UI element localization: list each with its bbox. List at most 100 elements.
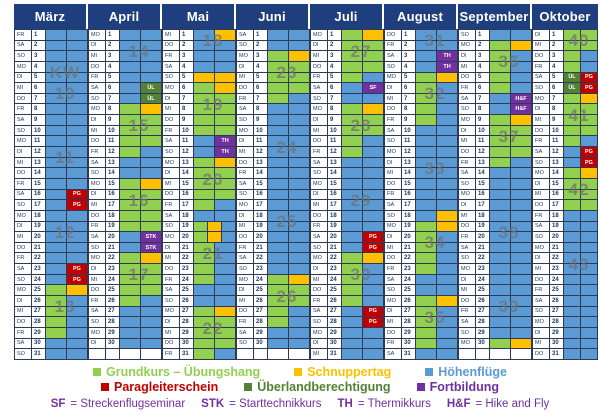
day-courses — [342, 168, 384, 179]
weekday-label: FR — [89, 72, 106, 84]
weekday-label: FR — [533, 210, 550, 222]
day-number: 3 — [180, 51, 194, 62]
course-cell-hoehenfluege — [416, 200, 436, 210]
course-cell-grundkurs — [564, 104, 580, 115]
day-courses — [194, 168, 236, 179]
course-cell-paragleiterschein: PG — [66, 189, 87, 200]
day-number: 19 — [550, 221, 564, 233]
day-number: 22 — [180, 253, 194, 265]
month-title: August — [384, 4, 458, 29]
day-number: 29 — [254, 327, 268, 339]
day-number: 16 — [476, 189, 490, 201]
day-courses — [490, 125, 532, 137]
weekday-label: SA — [15, 338, 32, 350]
day-courses — [416, 136, 458, 148]
course-cell-grundkurs — [120, 125, 140, 136]
day-courses — [490, 83, 532, 94]
day-courses — [342, 200, 384, 211]
course-cell-hoehenfluege — [66, 147, 87, 157]
legend-abbreviation-th: TH = Thermikkurs — [338, 397, 431, 412]
day-courses: PG — [342, 306, 384, 318]
day-courses: PG — [46, 274, 88, 286]
course-cell-grundkurs — [416, 232, 436, 242]
course-cell-hoehenfluege — [564, 264, 580, 274]
course-cell-hoehenfluege — [288, 327, 309, 338]
weekday-label: SO — [89, 168, 106, 179]
day-courses — [564, 200, 598, 211]
day-courses — [194, 40, 236, 52]
day-number: 21 — [254, 242, 268, 254]
day-number: 22 — [254, 253, 268, 265]
day-courses — [268, 51, 310, 62]
course-cell-grundkurs — [362, 61, 383, 72]
weekday-label: SO — [89, 242, 106, 254]
course-cell-grundkurs — [490, 83, 510, 93]
weekday-label: MO — [15, 136, 32, 148]
weekday-label: FR — [15, 104, 32, 116]
course-cell-thermikkurs: TH — [436, 61, 457, 72]
day-courses — [120, 125, 162, 137]
course-cell-hoehenfluege — [342, 93, 362, 104]
weekday-label: SA — [163, 61, 180, 73]
course-cell-hoehenfluege — [564, 147, 580, 157]
course-cell-hoehenfluege — [362, 285, 383, 296]
weekday-label: MO — [89, 327, 106, 339]
day-number: 29 — [106, 327, 120, 339]
course-cell-hoehenfluege — [564, 232, 580, 242]
course-cell-hoehenfluege — [194, 40, 214, 51]
course-cell-hoehenfluege — [490, 264, 510, 274]
day-courses — [268, 306, 310, 318]
weekday-label: FR — [237, 317, 254, 328]
course-cell-grundkurs — [564, 40, 580, 51]
weekday-label: DO — [385, 327, 402, 339]
day-courses — [342, 136, 384, 148]
day-courses — [194, 93, 236, 105]
course-cell-paragleiterschein: PG — [580, 157, 597, 168]
course-cell-hoehenfluege — [436, 168, 457, 178]
legend-label: Überlandberechtigung — [257, 379, 391, 394]
course-cell-grundkurs — [416, 104, 436, 115]
course-cell-hoehenfluege — [416, 349, 436, 359]
day-number: 19 — [402, 221, 416, 233]
course-cell-grundkurs — [490, 136, 510, 147]
day-number: 11 — [254, 136, 268, 148]
day-number: 30 — [254, 338, 268, 350]
day-number: 31 — [402, 349, 416, 360]
day-courses — [490, 157, 532, 169]
course-cell-hoehenfluege — [362, 189, 383, 200]
weekday-label: DI — [533, 104, 550, 116]
course-cell-grundkurs — [416, 338, 436, 349]
course-cell-grundkurs — [342, 30, 362, 40]
course-cell-schnuppertag — [214, 30, 235, 40]
weekday-label: MO — [89, 30, 106, 41]
day-courses — [342, 349, 384, 360]
day-number: 14 — [180, 168, 194, 179]
weekday-label: SO — [459, 104, 476, 116]
day-number: 25 — [180, 285, 194, 297]
weekday-label: DO — [163, 189, 180, 201]
course-cell-hoehenfluege — [66, 125, 87, 136]
day-number: 15 — [106, 178, 120, 190]
day-number: 23 — [328, 264, 342, 275]
day-number: 22 — [106, 253, 120, 265]
course-cell-hoehenfluege — [436, 40, 457, 51]
day-courses — [120, 72, 162, 84]
day-courses — [46, 232, 88, 243]
abbreviation-code: TH — [337, 397, 353, 410]
day-courses — [268, 93, 310, 105]
course-cell-grundkurs — [214, 168, 235, 178]
course-cell-hoehenfluege — [288, 264, 309, 274]
day-courses — [194, 306, 236, 318]
course-cell-grundkurs — [490, 61, 510, 72]
weekday-label: DI — [385, 157, 402, 169]
course-cell-hoehenfluege — [436, 93, 457, 104]
day-courses — [268, 264, 310, 275]
course-cell-schnuppertag — [207, 232, 221, 242]
weekday-label: SA — [385, 349, 402, 360]
weekday-label: SO — [311, 168, 328, 179]
day-courses — [416, 296, 458, 307]
day-number: 1 — [32, 30, 46, 41]
day-courses — [194, 61, 236, 73]
day-number: 25 — [254, 285, 268, 297]
day-courses — [564, 168, 598, 179]
